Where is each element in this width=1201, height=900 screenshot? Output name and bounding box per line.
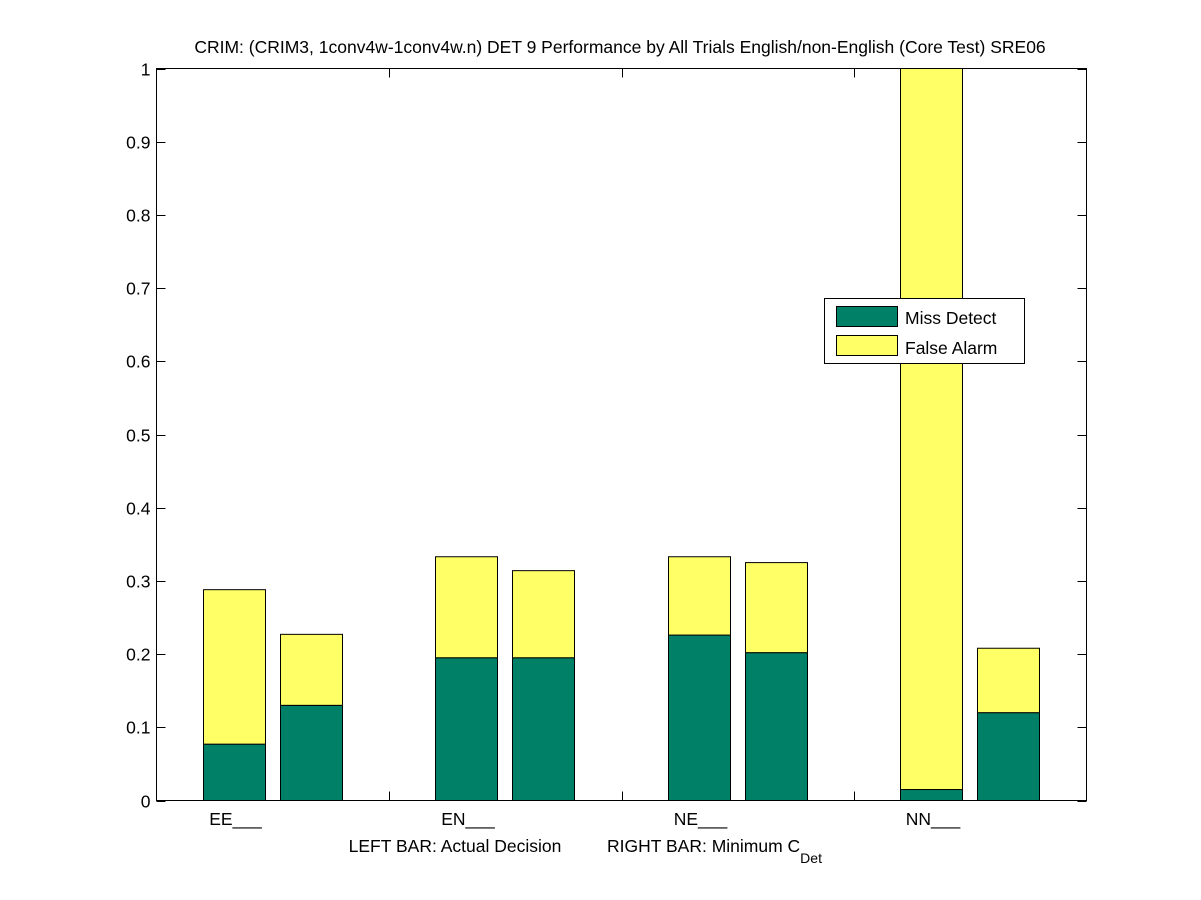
bar-false-alarm-nn-minimum [977, 647, 1040, 714]
bar-false-alarm-ne-minimum [745, 562, 808, 654]
y-tick-label: 0.6 [126, 352, 150, 372]
plot-frame [156, 68, 1087, 801]
x-category-label: EN___ [441, 809, 495, 830]
y-tick-label: 0.1 [126, 718, 150, 738]
bar-miss-detect-en-minimum [512, 657, 575, 802]
y-tick-label: 0.4 [126, 499, 151, 519]
bar-false-alarm-ne-actual [668, 556, 731, 636]
chart-title: CRIM: (CRIM3, 1conv4w-1conv4w.n) DET 9 P… [194, 37, 1045, 57]
y-tick-label: 0.5 [126, 426, 150, 446]
legend: Miss Detect False Alarm [824, 298, 1025, 364]
legend-swatch-miss-detect [836, 306, 898, 327]
ticks-layer: 0 0.1 0.2 0.3 0.4 0.5 0.6 0.7 0.8 0.9 1 [126, 60, 1087, 812]
legend-label-miss-detect: Miss Detect [905, 308, 997, 328]
bar-false-alarm-nn-actual [900, 68, 963, 791]
y-tick-label: 0 [141, 792, 151, 812]
y-tick-label: 0.8 [126, 206, 150, 226]
xlabel-right: RIGHT BAR: Minimum CDet [607, 836, 822, 866]
y-tick-label: 1 [141, 60, 151, 80]
xlabel-right-subscript: Det [800, 850, 822, 866]
y-tick-label: 0.3 [126, 572, 150, 592]
category-labels: EE___ EN___ NE___ NN___ [209, 809, 960, 830]
bar-false-alarm-en-actual [435, 556, 498, 659]
bars-layer [203, 68, 1040, 802]
bar-false-alarm-ee-minimum [280, 633, 343, 706]
x-category-label: NE___ [674, 809, 728, 830]
y-tick-label: 0.7 [126, 279, 150, 299]
bar-miss-detect-nn-actual [900, 789, 963, 802]
x-category-label: EE___ [209, 809, 262, 830]
x-category-label: NN___ [906, 809, 961, 830]
legend-label-false-alarm: False Alarm [905, 338, 997, 358]
y-tick-label: 0.2 [126, 645, 150, 665]
legend-swatch-false-alarm [836, 335, 898, 356]
xlabel-right-main: RIGHT BAR: Minimum C [607, 836, 800, 856]
bar-false-alarm-ee-actual [203, 589, 266, 745]
bar-miss-detect-ee-actual [203, 743, 266, 801]
bar-miss-detect-en-actual [435, 657, 498, 802]
bar-miss-detect-ne-actual [668, 634, 731, 801]
bar-miss-detect-ne-minimum [745, 652, 808, 801]
y-tick-label: 0.9 [126, 133, 150, 153]
bar-miss-detect-ee-minimum [280, 704, 343, 802]
xlabel-left: LEFT BAR: Actual Decision [349, 836, 562, 856]
bar-miss-detect-nn-minimum [977, 712, 1040, 801]
bar-false-alarm-en-minimum [512, 570, 575, 659]
